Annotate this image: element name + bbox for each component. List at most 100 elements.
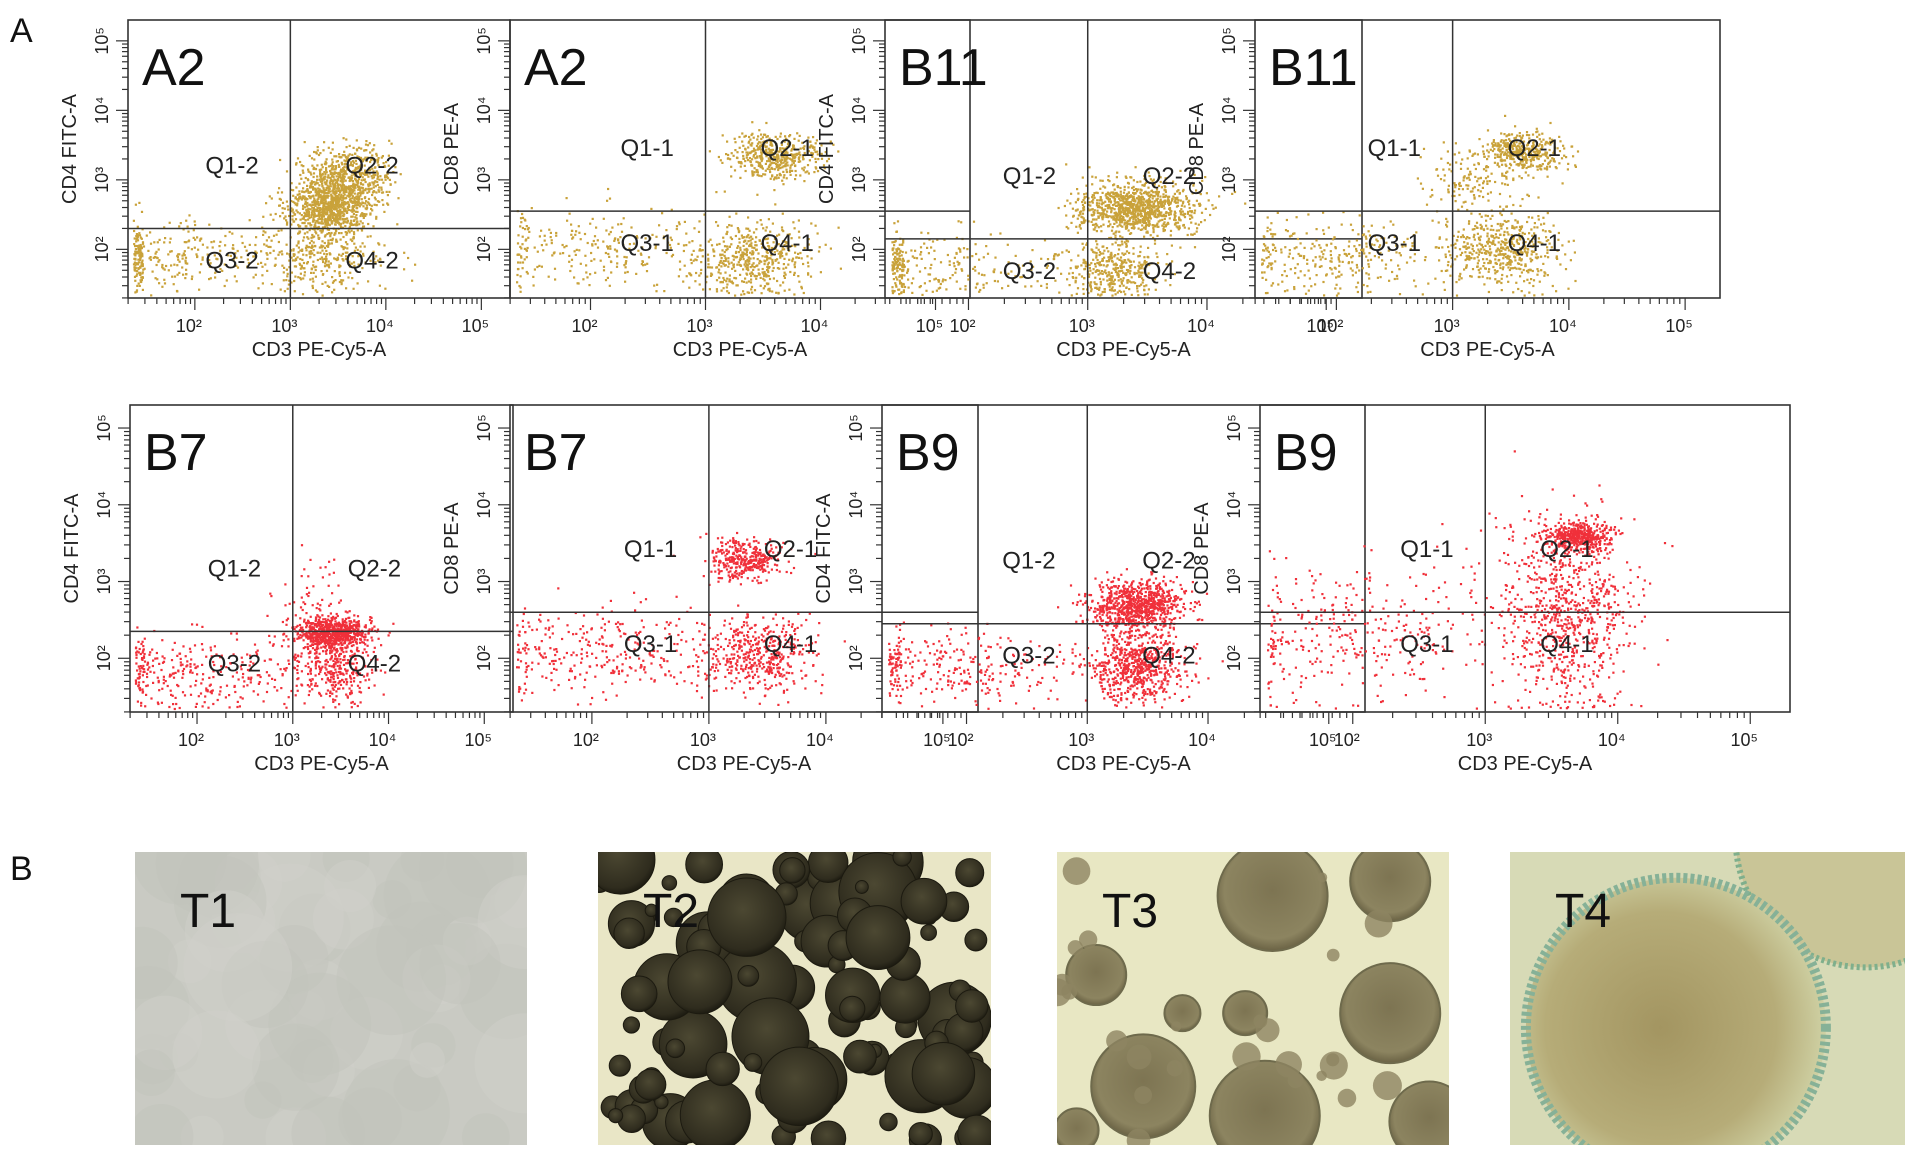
data-point xyxy=(980,273,984,276)
data-point xyxy=(136,236,139,239)
data-point xyxy=(1130,195,1133,198)
data-point xyxy=(771,258,774,261)
data-point xyxy=(322,176,325,179)
data-point xyxy=(318,190,321,193)
y-axis-label: CD8 PE-A xyxy=(441,102,463,195)
data-point xyxy=(745,242,748,245)
data-point xyxy=(352,157,355,160)
data-point xyxy=(363,213,366,216)
data-point xyxy=(376,175,380,178)
data-point xyxy=(319,189,322,192)
data-point xyxy=(358,185,361,188)
data-point xyxy=(295,244,298,247)
data-point xyxy=(903,285,907,289)
data-point xyxy=(1149,203,1152,206)
data-point xyxy=(741,280,744,283)
data-point xyxy=(728,215,731,218)
data-point xyxy=(327,174,330,177)
data-point xyxy=(1152,211,1155,214)
data-point xyxy=(293,220,296,223)
data-point xyxy=(328,253,332,256)
data-point xyxy=(710,272,713,275)
data-point xyxy=(589,222,592,225)
data-point xyxy=(799,160,802,163)
data-point xyxy=(700,268,703,271)
data-point xyxy=(331,239,334,242)
data-point xyxy=(809,140,812,143)
data-point xyxy=(719,281,722,284)
data-point xyxy=(734,251,738,254)
data-point xyxy=(1147,246,1150,249)
data-point xyxy=(1115,267,1118,270)
data-point xyxy=(721,134,724,137)
data-point xyxy=(1076,198,1079,202)
data-point xyxy=(1173,192,1176,195)
data-point xyxy=(758,155,761,158)
data-point xyxy=(690,262,693,265)
data-point xyxy=(742,157,745,160)
data-point xyxy=(728,262,731,265)
data-point xyxy=(369,160,372,164)
data-point xyxy=(750,150,754,153)
data-point xyxy=(320,213,323,217)
data-point xyxy=(364,187,367,190)
data-point xyxy=(1098,253,1101,257)
data-point xyxy=(1189,217,1192,220)
data-point xyxy=(803,145,806,148)
data-point xyxy=(919,285,922,288)
data-point xyxy=(811,152,814,155)
data-point xyxy=(898,257,901,260)
data-point xyxy=(1152,231,1155,234)
data-point xyxy=(324,173,327,176)
data-point xyxy=(782,267,785,270)
data-point xyxy=(334,165,337,168)
data-point xyxy=(1099,283,1102,286)
data-point xyxy=(1112,192,1115,196)
data-point xyxy=(369,212,372,215)
data-point xyxy=(738,146,741,149)
data-point xyxy=(1122,271,1125,274)
data-point xyxy=(1077,214,1080,217)
data-point xyxy=(308,222,312,225)
data-point xyxy=(322,191,325,194)
data-point xyxy=(324,198,327,201)
data-point xyxy=(538,235,541,238)
data-point xyxy=(767,165,770,168)
data-point xyxy=(814,160,817,164)
data-point xyxy=(342,222,345,225)
data-point xyxy=(1107,225,1110,228)
data-point xyxy=(742,240,746,243)
data-point xyxy=(355,204,358,207)
data-point xyxy=(321,172,324,175)
data-point xyxy=(165,264,168,268)
data-point xyxy=(1117,274,1120,277)
data-point xyxy=(354,169,357,172)
data-point xyxy=(362,254,365,257)
data-point xyxy=(524,239,527,242)
data-point xyxy=(359,250,362,253)
data-point xyxy=(142,245,146,248)
data-point xyxy=(730,175,733,178)
data-point xyxy=(1083,268,1086,271)
data-point xyxy=(771,153,774,156)
data-point xyxy=(762,151,765,154)
data-point xyxy=(316,208,319,211)
data-point xyxy=(339,211,342,214)
data-point xyxy=(1207,199,1210,202)
data-point xyxy=(350,215,353,218)
data-point xyxy=(1168,201,1171,204)
data-point xyxy=(385,190,388,193)
data-point xyxy=(192,236,195,239)
data-point xyxy=(324,196,327,199)
data-point xyxy=(321,182,324,185)
data-point xyxy=(755,248,758,252)
data-point xyxy=(748,140,751,143)
data-point xyxy=(1072,276,1075,279)
data-point xyxy=(727,157,730,160)
data-point xyxy=(301,249,304,252)
data-point xyxy=(720,265,723,268)
data-point xyxy=(740,293,743,296)
data-point xyxy=(1212,207,1215,210)
data-point xyxy=(297,242,300,245)
